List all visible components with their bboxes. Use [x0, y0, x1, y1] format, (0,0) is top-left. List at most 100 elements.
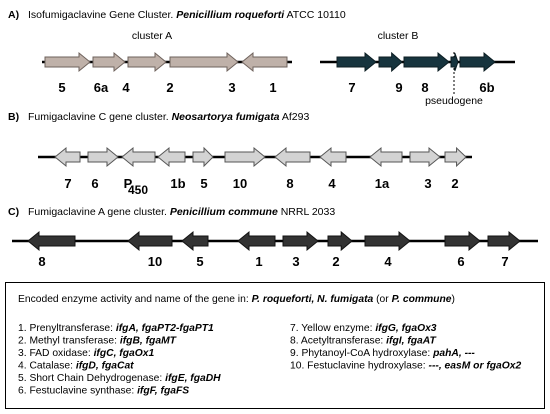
gene-names: pahA, ---: [432, 348, 475, 359]
enzyme: 4. Catalase:: [18, 361, 73, 372]
gene-arrow: [450, 52, 459, 72]
gene-label: 5: [200, 176, 207, 191]
gene-arrow: [378, 51, 403, 73]
gene-label: 4: [122, 80, 130, 95]
gene-label: P: [124, 176, 133, 191]
legend-item: 10. Festuclavine hydroxylase: ---, easM …: [290, 361, 521, 372]
gene-label: 6a: [94, 80, 109, 95]
gene-arrow: [459, 51, 496, 73]
gene-label: 4: [384, 254, 392, 269]
gene-label: 2: [451, 176, 458, 191]
gene-arrow: [27, 230, 76, 252]
legend-item: 7. Yellow enzyme: ifgG, fgaOx3: [290, 323, 437, 334]
strain: ATCC 10110: [287, 9, 346, 21]
organism: Neosartorya fumigata: [172, 111, 280, 123]
gene-arrow: [44, 51, 91, 73]
panel-title: Isofumigaclavine Gene Cluster. Penicilli…: [28, 9, 346, 21]
gene-arrow: [87, 146, 119, 168]
gene-label: 7: [64, 176, 71, 191]
gene-names: ifgD, fgaCat: [76, 361, 134, 372]
gene-arrow: [403, 51, 450, 73]
title: Fumigaclavine A gene cluster.: [28, 206, 167, 218]
gene-arrow: [282, 230, 319, 252]
title: Fumigaclavine C gene cluster.: [28, 111, 169, 123]
gene-arrow: [54, 146, 81, 168]
gene-arrow: [327, 230, 353, 252]
enzyme: 5. Short Chain Dehydrogenase:: [18, 373, 162, 384]
gene-names: ifgG, fgaOx3: [375, 323, 436, 334]
gene-arrow: [157, 146, 186, 168]
header: Encoded enzyme activity and name of the …: [18, 294, 249, 305]
gene-arrow: [241, 51, 288, 73]
organism: P. commune: [392, 294, 452, 305]
panel-title: Fumigaclavine C gene cluster. Neosartory…: [28, 111, 309, 123]
enzyme: 6. Festuclavine synthase:: [18, 386, 134, 397]
gene-label: 10: [233, 176, 247, 191]
gene-label: 3: [424, 176, 431, 191]
strain: Af293: [282, 111, 310, 123]
enzyme: 7. Yellow enzyme:: [290, 323, 372, 334]
legend-item: 1. Prenyltransferase: ifgA, fgaPT2-fgaPT…: [18, 323, 214, 334]
gene-label: 3: [228, 80, 235, 95]
gene-arrow: [487, 230, 521, 252]
legend-item: 4. Catalase: ifgD, fgaCat: [18, 361, 134, 372]
gene-label: 8: [421, 80, 428, 95]
gene-arrow: [369, 146, 403, 168]
gene-label: 3: [292, 254, 299, 269]
gene-label: 7: [501, 254, 508, 269]
gene-label: 2: [166, 80, 173, 95]
organism: Penicillium commune: [170, 206, 278, 218]
gene-arrow: [92, 51, 126, 73]
gene-label: 8: [38, 254, 45, 269]
gene-arrow: [444, 146, 467, 168]
strain: NRRL 2033: [281, 206, 336, 218]
cluster-label: cluster A: [132, 30, 172, 42]
gene-arrow: [319, 146, 347, 168]
gene-subscript: 450: [128, 183, 148, 197]
gene-label: 10: [148, 254, 162, 269]
legend-item: 2. Methyl transferase: ifgB, fgaMT: [18, 336, 178, 347]
gene-names: ifgI, fgaAT: [386, 336, 437, 347]
gene-arrow: [169, 51, 239, 73]
enzyme: 3. FAD oxidase:: [18, 348, 91, 359]
panel-letter: A): [8, 9, 19, 21]
organisms: P. roqueforti, N. fumigata: [252, 294, 374, 305]
gene-arrow: [192, 146, 214, 168]
annotation: pseudogene: [425, 95, 483, 107]
panel-title: Fumigaclavine A gene cluster. Penicilliu…: [28, 206, 335, 218]
gene-arrow: [409, 146, 441, 168]
enzyme: 9. Phytanoyl-CoA hydroxylase:: [290, 348, 430, 359]
cluster-label: cluster B: [378, 30, 419, 42]
panel-letter: C): [8, 206, 19, 218]
organism: Penicillium roqueforti: [176, 9, 285, 21]
gene-label: 1b: [170, 176, 185, 191]
gene-label: 9: [395, 80, 402, 95]
legend-item: 5. Short Chain Dehydrogenase: ifgE, fgaD…: [18, 373, 221, 384]
gene-names: ifgE, fgaDH: [165, 373, 221, 384]
gene-arrow: [127, 51, 167, 73]
gene-arrow: [181, 230, 209, 252]
enzyme: 8. Acetyltransferase:: [290, 336, 383, 347]
gene-names: ifgA, fgaPT2-fgaPT1: [116, 323, 214, 334]
legend-item: 6. Festuclavine synthase: ifgF, fgaFS: [18, 386, 189, 397]
gene-label: 5: [58, 80, 65, 95]
gene-label: 1: [255, 254, 262, 269]
gene-arrow: [444, 230, 481, 252]
gene-names: ifgB, fgaMT: [120, 336, 178, 347]
gene-names: ifgF, fgaFS: [137, 386, 189, 397]
legend-item: 8. Acetyltransferase: ifgI, fgaAT: [290, 336, 437, 347]
gene-label: 8: [286, 176, 293, 191]
legend-header: Encoded enzyme activity and name of the …: [18, 294, 455, 305]
enzyme: 2. Methyl transferase:: [18, 336, 117, 347]
header: (or: [376, 294, 389, 305]
gene-arrow: [237, 230, 276, 252]
gene-label: 6: [91, 176, 98, 191]
legend-box: [5, 282, 545, 409]
gene-arrow: [336, 51, 377, 73]
header: ): [451, 294, 454, 305]
gene-label: 1a: [375, 176, 390, 191]
legend-item: 3. FAD oxidase: ifgC, fgaOx1: [18, 348, 154, 359]
gene-arrow: [224, 146, 266, 168]
legend-item: 9. Phytanoyl-CoA hydroxylase: pahA, ---: [290, 348, 475, 359]
